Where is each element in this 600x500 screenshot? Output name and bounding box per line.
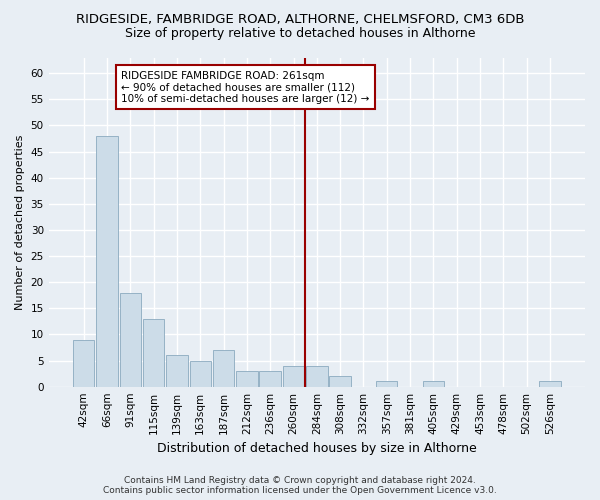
Text: Contains HM Land Registry data © Crown copyright and database right 2024.
Contai: Contains HM Land Registry data © Crown c… <box>103 476 497 495</box>
Bar <box>259 371 281 386</box>
Bar <box>97 136 118 386</box>
Bar <box>376 382 397 386</box>
Bar <box>73 340 94 386</box>
Bar <box>306 366 328 386</box>
X-axis label: Distribution of detached houses by size in Althorne: Distribution of detached houses by size … <box>157 442 477 455</box>
Text: RIDGESIDE FAMBRIDGE ROAD: 261sqm
← 90% of detached houses are smaller (112)
10% : RIDGESIDE FAMBRIDGE ROAD: 261sqm ← 90% o… <box>121 70 370 104</box>
Bar <box>166 356 188 386</box>
Bar <box>329 376 351 386</box>
Bar <box>190 360 211 386</box>
Text: Size of property relative to detached houses in Althorne: Size of property relative to detached ho… <box>125 28 475 40</box>
Bar <box>119 292 141 386</box>
Bar <box>213 350 235 387</box>
Bar <box>236 371 257 386</box>
Bar <box>143 319 164 386</box>
Bar <box>283 366 304 386</box>
Text: RIDGESIDE, FAMBRIDGE ROAD, ALTHORNE, CHELMSFORD, CM3 6DB: RIDGESIDE, FAMBRIDGE ROAD, ALTHORNE, CHE… <box>76 12 524 26</box>
Bar <box>539 382 560 386</box>
Y-axis label: Number of detached properties: Number of detached properties <box>15 134 25 310</box>
Bar <box>422 382 444 386</box>
